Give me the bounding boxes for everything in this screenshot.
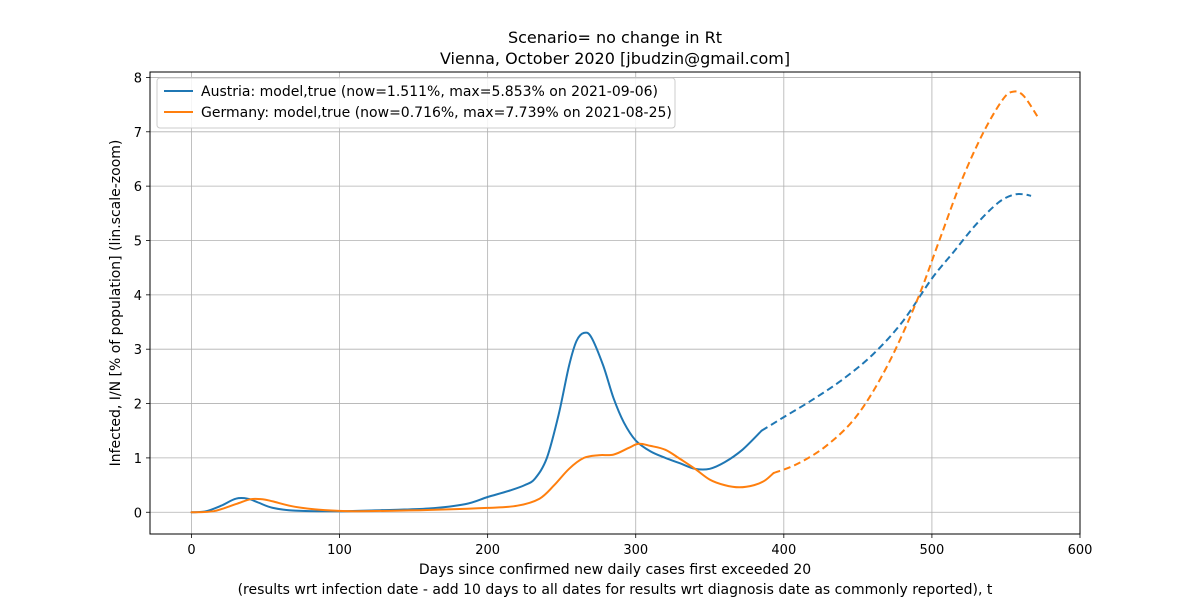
series-line-austria-model xyxy=(190,331,763,514)
grid xyxy=(150,72,1081,534)
y-tick-label: 2 xyxy=(134,398,142,413)
x-tick-label: 600 xyxy=(1068,543,1093,558)
legend-label-germany: Germany: model,true (now=0.716%, max=7.7… xyxy=(201,105,672,121)
y-tick-label: 5 xyxy=(134,234,142,249)
y-tick-label: 8 xyxy=(134,71,142,86)
x-tick-label: 500 xyxy=(919,543,944,558)
y-tick-label: 4 xyxy=(134,289,142,304)
chart-title: Scenario= no change in Rt xyxy=(508,28,722,47)
y-tick-label: 6 xyxy=(134,180,142,195)
x-tick-label: 0 xyxy=(187,543,195,558)
x-tick-label: 400 xyxy=(771,543,796,558)
x-tick-label: 200 xyxy=(475,543,500,558)
plot-frame xyxy=(149,71,1081,535)
legend-label-austria: Austria: model,true (now=1.511%, max=5.8… xyxy=(201,84,658,100)
series-line-austria-projection xyxy=(761,192,1032,432)
series-line-germany-model xyxy=(190,442,775,514)
x-axis-label: Days since confirmed new daily cases fir… xyxy=(419,562,811,578)
y-tick-label: 1 xyxy=(134,452,142,467)
legend: Austria: model,true (now=1.511%, max=5.8… xyxy=(156,77,676,129)
legend-box xyxy=(156,77,676,129)
y-tick-label: 7 xyxy=(134,126,142,141)
x-axis-label-note: (results wrt infection date - add 10 day… xyxy=(238,582,993,598)
y-tick-label: 0 xyxy=(134,506,142,521)
y-axis-label: Infected, I/N [% of population] (lin.sca… xyxy=(108,140,124,467)
x-tick-label: 300 xyxy=(623,543,648,558)
ticks: 0 100 200 300 400 500 600 0 1 2 3 4 5 6 7 8 xyxy=(134,71,1093,558)
y-tick-label: 3 xyxy=(134,343,142,358)
x-tick-label: 100 xyxy=(327,543,352,558)
series-group xyxy=(190,90,1040,514)
series-line-germany-projection xyxy=(773,90,1040,475)
chart-subtitle: Vienna, October 2020 [jbudzin@gmail.com] xyxy=(440,49,790,68)
